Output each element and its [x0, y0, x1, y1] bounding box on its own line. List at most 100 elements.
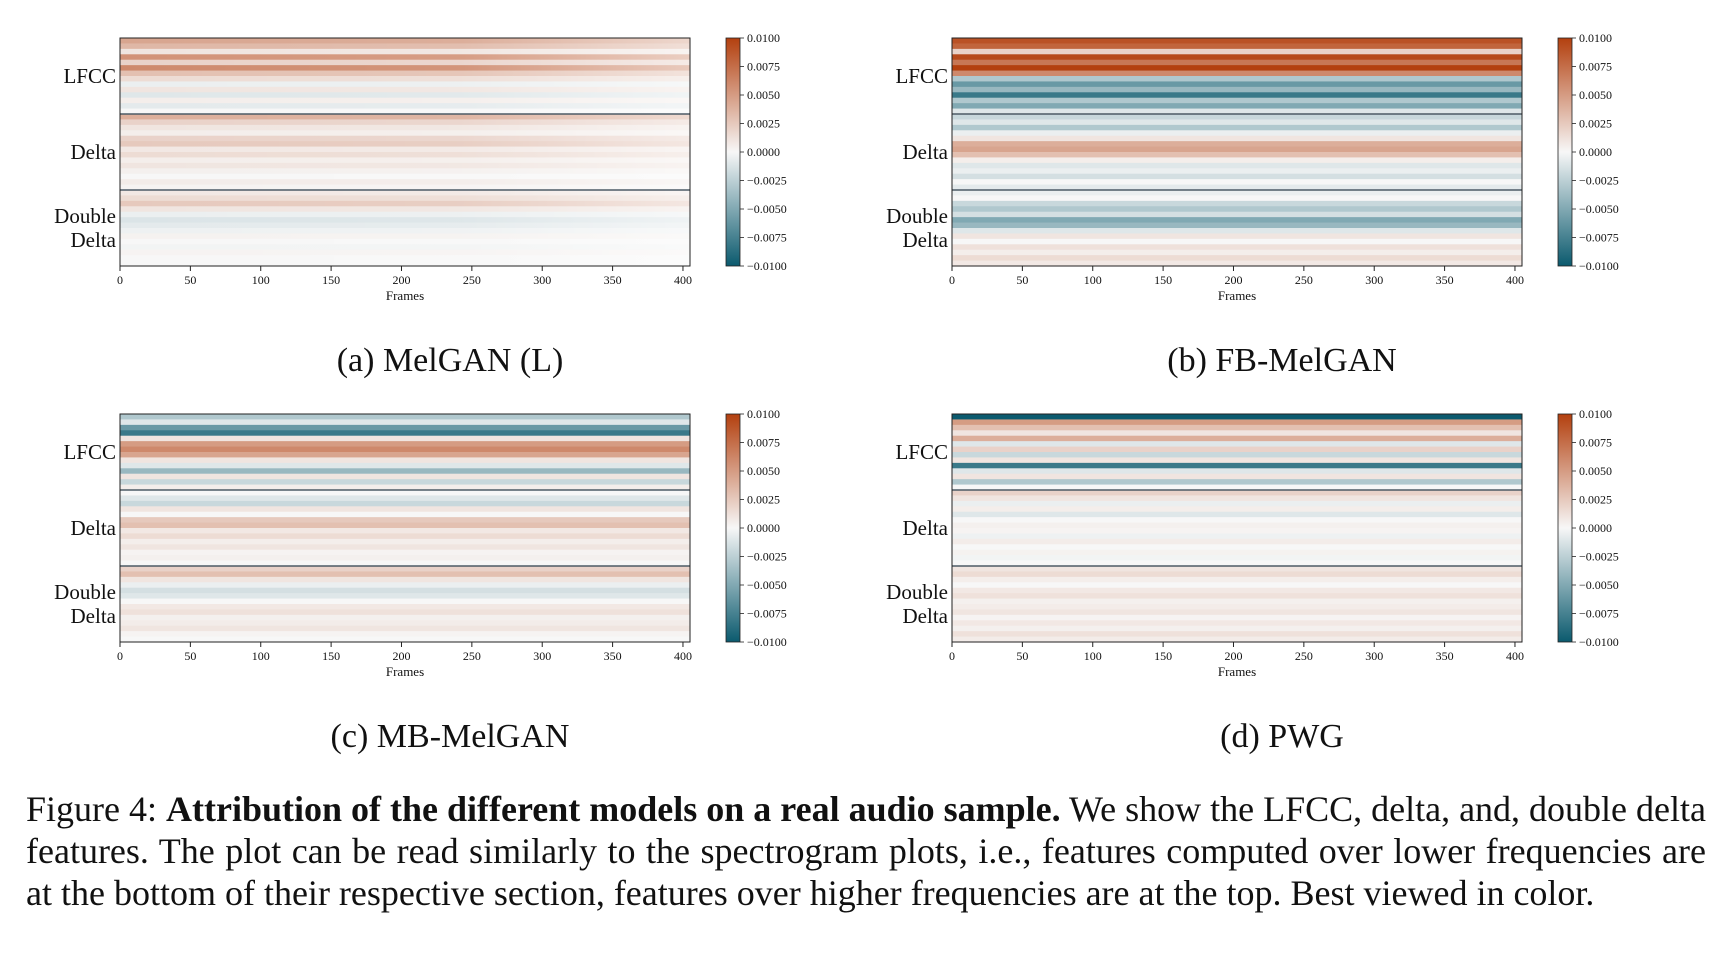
heatmap-row	[952, 587, 1522, 594]
colorbar	[1557, 413, 1573, 643]
heatmap-row	[952, 457, 1522, 464]
x-tick-label: 200	[392, 273, 410, 287]
x-tick-label: 100	[1084, 273, 1102, 287]
heatmap-row	[120, 419, 690, 426]
heatmap-row	[952, 162, 1522, 169]
colorbar-tick-label: −0.0075	[747, 607, 787, 621]
y-section-label: Delta	[903, 140, 949, 164]
heatmap-row	[120, 560, 690, 567]
x-tick-label: 200	[1224, 273, 1242, 287]
heatmap-row	[952, 533, 1522, 540]
heatmap-row	[952, 555, 1522, 562]
colorbar-tick-label: −0.0050	[747, 202, 787, 216]
heatmap-row	[952, 625, 1522, 632]
colorbar-tick-label: −0.0025	[747, 550, 787, 564]
colorbar-tick-label: 0.0075	[1579, 60, 1612, 74]
colorbar-tick-label: −0.0075	[747, 231, 787, 245]
colorbar-tick-label: 0.0025	[1579, 493, 1612, 507]
y-section-label: Delta	[71, 228, 117, 252]
colorbar-tick-label: −0.0050	[1579, 202, 1619, 216]
x-tick-label: 300	[1365, 273, 1383, 287]
y-section-label: Double	[54, 204, 116, 228]
colorbar	[725, 413, 741, 643]
plot-frame	[119, 37, 691, 267]
colorbar	[725, 37, 741, 267]
heatmap-row	[952, 130, 1522, 137]
heatmap-row	[952, 228, 1522, 235]
heatmap-row	[952, 76, 1522, 83]
heatmap-row	[952, 430, 1522, 437]
caption-b: (b) FB-MelGAN	[1167, 342, 1397, 379]
colorbar-tick-label: 0.0025	[747, 493, 780, 507]
heatmap-row	[952, 92, 1522, 99]
x-tick-label: 100	[1084, 649, 1102, 663]
colorbar-tick-label: 0.0100	[1579, 407, 1612, 421]
colorbar-tick-label: 0.0100	[1579, 31, 1612, 45]
heatmap-row	[120, 522, 690, 529]
y-section-label: Double	[886, 580, 948, 604]
figure-caption: Figure 4: Attribution of the different m…	[26, 788, 1706, 914]
heatmap-row	[120, 598, 690, 605]
heatmap-row	[120, 495, 690, 502]
x-axis-label: Frames	[1218, 288, 1256, 303]
heatmap-row	[952, 506, 1522, 513]
x-tick-label: 50	[1016, 273, 1028, 287]
heatmap-row	[952, 70, 1522, 77]
heatmap-row	[952, 495, 1522, 502]
colorbar-tick-label: 0.0100	[747, 407, 780, 421]
heatmap-row	[952, 255, 1522, 262]
heatmap-row	[952, 173, 1522, 180]
x-tick-label: 200	[392, 649, 410, 663]
x-tick-label: 400	[1506, 273, 1524, 287]
heatmap-row	[952, 114, 1522, 121]
heatmap-row	[120, 462, 690, 469]
colorbar-tick-label: 0.0000	[1579, 521, 1612, 535]
heatmap-row	[952, 544, 1522, 551]
colorbar-tick-label: 0.0075	[1579, 436, 1612, 450]
heatmap-row	[952, 103, 1522, 110]
caption-c: (c) MB-MelGAN	[330, 718, 570, 755]
panel-d: LFCC Delta Double Delta 0 50 100 150 200 250 300 35…	[862, 396, 1702, 696]
heatmap-row	[952, 65, 1522, 72]
heatmap-row	[120, 517, 690, 524]
y-section-label: Delta	[903, 604, 949, 628]
heatmap-row	[952, 576, 1522, 583]
heatmap-row	[952, 636, 1522, 643]
heatmap-row	[120, 566, 690, 573]
heatmap-row	[120, 593, 690, 600]
heatmap-row	[952, 146, 1522, 153]
colorbar-tick-label: 0.0100	[747, 31, 780, 45]
y-section-label: LFCC	[63, 64, 116, 88]
y-section-label: Double	[886, 204, 948, 228]
heatmap-rows	[952, 38, 1522, 267]
heatmap-row	[952, 424, 1522, 431]
figure-label: Figure 4:	[26, 789, 157, 829]
heatmap-row	[120, 631, 690, 638]
heatmap-row	[952, 195, 1522, 202]
heatmap-row	[952, 190, 1522, 197]
heatmap-row	[952, 119, 1522, 126]
x-tick-label: 50	[184, 273, 196, 287]
heatmap-row	[952, 571, 1522, 578]
heatmap-row	[952, 522, 1522, 529]
heatmap-row	[952, 614, 1522, 621]
heatmap-row	[120, 473, 690, 480]
heatmap-row	[120, 582, 690, 589]
heatmap-row	[120, 457, 690, 464]
figure-text: We show the LFCC, delta, and, double del…	[26, 789, 1706, 913]
x-tick-label: 250	[463, 649, 481, 663]
y-section-label: LFCC	[895, 440, 948, 464]
x-tick-label: 150	[322, 273, 340, 287]
colorbar-tick-label: 0.0075	[747, 436, 780, 450]
x-tick-label: 400	[674, 649, 692, 663]
colorbar-tick-label: −0.0025	[747, 174, 787, 188]
y-section-label: Delta	[71, 516, 117, 540]
colorbar-tick-label: 0.0050	[747, 88, 780, 102]
heatmap-row	[952, 484, 1522, 491]
panel-c: LFCC Delta Double Delta 0 50 100 150 200 250 300 35…	[30, 396, 870, 696]
heatmap-row	[120, 506, 690, 513]
heatmap-row	[952, 124, 1522, 131]
heatmap-row	[120, 614, 690, 621]
